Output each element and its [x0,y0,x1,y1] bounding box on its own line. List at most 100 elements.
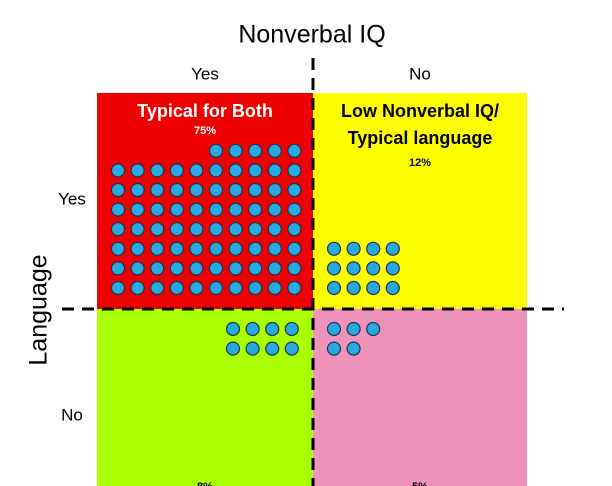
dot [189,202,204,217]
dot [130,280,145,296]
dot [169,163,184,178]
dot [110,202,126,217]
dot [189,222,204,237]
row-label: Yes [58,189,86,208]
dot [208,182,224,198]
dot [228,143,243,158]
quadrant-percent: 5% [412,481,428,486]
dot [287,222,302,237]
dot [385,261,400,276]
dot [248,163,263,178]
dot [169,280,184,296]
dot [267,241,282,256]
dot [267,182,282,198]
dot [228,222,243,237]
dot [130,182,145,198]
dot [130,202,145,217]
column-label: No [409,64,431,83]
dot [228,202,243,217]
dot [366,261,381,276]
dot [346,321,361,337]
dot [189,182,204,198]
dot [208,143,224,158]
dot [110,163,126,178]
dot [130,163,145,178]
dot [245,341,260,356]
dot [169,241,184,256]
dot [189,261,204,276]
dot [287,202,302,217]
dot [189,280,204,296]
quadrant-title: Low Nonverbal IQ/ [341,101,499,121]
dot [267,222,282,237]
dot [248,280,263,296]
dot [248,222,263,237]
dot [326,241,342,256]
dot [150,163,165,178]
dot [208,222,224,237]
dot [110,261,126,276]
dot [245,321,260,337]
dot [208,202,224,217]
dot [346,241,361,256]
dot [228,182,243,198]
dot [326,341,342,356]
dot [284,341,299,356]
dot [150,182,165,198]
dot [150,241,165,256]
dot [225,321,241,337]
dot [150,222,165,237]
dot [265,341,280,356]
dot [248,261,263,276]
dot [208,163,224,178]
dot [169,202,184,217]
dot [228,280,243,296]
dot [110,241,126,256]
dot [228,241,243,256]
dot [267,143,282,158]
dot [267,202,282,217]
dot [150,280,165,296]
dot-group [110,143,302,296]
dot [346,280,361,296]
title: Nonverbal IQ [238,21,385,49]
dot [248,202,263,217]
dot [208,241,224,256]
dot [366,280,381,296]
axis-label: Language [25,254,53,365]
dot [267,163,282,178]
quadrant-bg [97,309,313,486]
quadrant-bg [313,309,527,486]
dot [110,280,126,296]
dot [130,222,145,237]
row-label: No [61,405,83,424]
dot [150,261,165,276]
dot [284,321,299,337]
column-label: Yes [191,64,219,83]
dot [267,280,282,296]
dot [267,261,282,276]
dot [225,341,241,356]
dot [287,143,302,158]
dot [110,222,126,237]
quadrant-title: Typical language [348,128,493,148]
dot [208,280,224,296]
dot-group [326,321,381,356]
dot [169,182,184,198]
dot [287,182,302,198]
dot [189,163,204,178]
quadrant-percent: 12% [409,157,431,169]
dot [287,280,302,296]
dot [346,341,361,356]
dot [385,280,400,296]
dot [326,280,342,296]
dot [169,261,184,276]
dot [208,261,224,276]
dot [130,241,145,256]
dot [346,261,361,276]
dot [248,143,263,158]
dot [169,222,184,237]
dot [326,261,342,276]
dot [287,261,302,276]
